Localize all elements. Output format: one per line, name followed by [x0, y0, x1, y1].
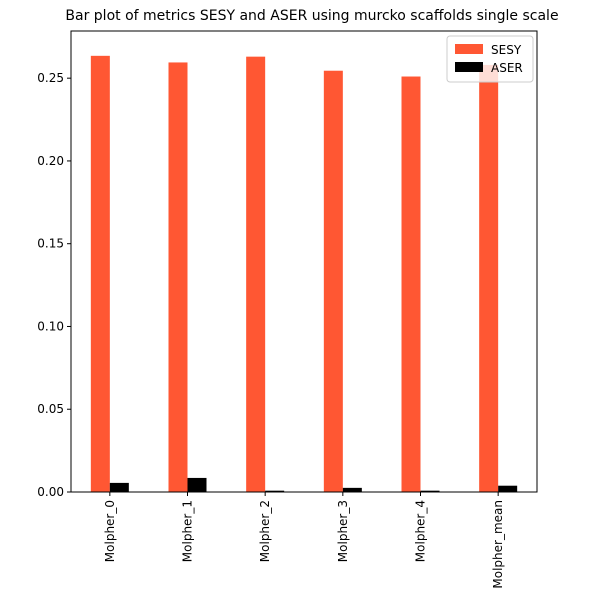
- bar-aser-molpher-3: [342, 487, 362, 492]
- y-axis: 0.00 0.05 0.10 0.15 0.20 0.25: [37, 71, 71, 499]
- y-tick-label: 0.00: [37, 485, 64, 499]
- x-tick-label: Molpher_mean: [491, 500, 505, 589]
- x-tick-label: Molpher_3: [336, 500, 350, 562]
- bar-aser-molpher-4: [420, 490, 440, 492]
- x-tick-label: Molpher_0: [103, 500, 117, 562]
- x-tick-label: Molpher_1: [181, 500, 195, 562]
- bar-sesy-molpher-3: [323, 70, 343, 492]
- legend-swatch-sesy: [455, 44, 483, 54]
- chart-title: Bar plot of metrics SESY and ASER using …: [65, 8, 558, 24]
- bar-aser-molpher-2: [265, 490, 285, 492]
- x-tick-label: Molpher_2: [258, 500, 272, 562]
- bar-sesy-molpher-1: [168, 62, 188, 493]
- y-tick-label: 0.25: [37, 71, 64, 85]
- x-axis: Molpher_0 Molpher_1 Molpher_2 Molpher_3 Molp…: [103, 492, 505, 589]
- plot-frame: [70, 30, 538, 493]
- bar-aser-molpher-1: [187, 477, 207, 492]
- legend-label-sesy: SESY: [491, 43, 522, 57]
- y-tick-label: 0.20: [37, 154, 64, 168]
- y-tick-label: 0.10: [37, 319, 64, 333]
- bar-sesy-molpher-4: [401, 76, 421, 493]
- bar-aser-molpher-0: [109, 482, 129, 492]
- bars-group: [90, 55, 518, 493]
- legend-swatch-aser: [455, 62, 483, 72]
- bar-aser-molpher-mean: [498, 485, 518, 492]
- bar-sesy-molpher-mean: [479, 64, 499, 493]
- bar-sesy-molpher-0: [90, 55, 110, 493]
- legend-label-aser: ASER: [491, 61, 523, 75]
- legend: SESY ASER: [446, 35, 534, 83]
- y-tick-label: 0.15: [37, 237, 64, 251]
- bar-sesy-molpher-2: [246, 56, 266, 492]
- x-tick-label: Molpher_4: [414, 500, 428, 562]
- y-tick-label: 0.05: [37, 402, 64, 416]
